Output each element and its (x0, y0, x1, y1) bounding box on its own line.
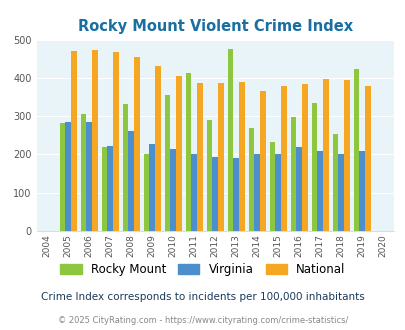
Bar (92, 50, 97, 231)
Bar (101, 147, 107, 231)
Bar (290, 117, 296, 231)
Bar (343, 80, 349, 231)
Bar (269, 142, 275, 231)
Bar (239, 82, 244, 231)
Bar (185, 73, 191, 231)
Bar (60, 123, 65, 231)
Bar (149, 144, 155, 231)
Bar (155, 66, 160, 231)
Legend: Rocky Mount, Virginia, National: Rocky Mount, Virginia, National (55, 258, 350, 281)
Bar (317, 150, 322, 231)
Bar (296, 147, 301, 231)
Bar (170, 149, 175, 231)
Bar (358, 150, 364, 231)
Bar (332, 134, 338, 231)
Bar (122, 104, 128, 231)
Bar (212, 157, 217, 231)
Bar (280, 86, 286, 231)
Bar (227, 49, 233, 231)
Bar (134, 57, 139, 231)
Bar (254, 154, 260, 231)
Bar (353, 69, 358, 231)
Bar (217, 83, 223, 231)
Bar (364, 86, 370, 231)
Bar (191, 154, 196, 231)
Title: Rocky Mount Violent Crime Index: Rocky Mount Violent Crime Index (77, 19, 352, 34)
Bar (311, 103, 317, 231)
Bar (322, 79, 328, 231)
Bar (71, 51, 77, 231)
Bar (248, 128, 254, 231)
Bar (175, 76, 181, 231)
Bar (128, 131, 134, 231)
Text: Crime Index corresponds to incidents per 100,000 inhabitants: Crime Index corresponds to incidents per… (41, 292, 364, 302)
Bar (233, 158, 239, 231)
Bar (113, 52, 118, 231)
Bar (301, 84, 307, 231)
Bar (143, 154, 149, 231)
Bar (65, 122, 71, 231)
Bar (196, 83, 202, 231)
Bar (164, 95, 170, 231)
Text: © 2025 CityRating.com - https://www.cityrating.com/crime-statistics/: © 2025 CityRating.com - https://www.city… (58, 315, 347, 325)
Bar (260, 91, 265, 231)
Bar (107, 146, 113, 231)
Bar (275, 154, 280, 231)
Bar (338, 154, 343, 231)
Bar (86, 122, 92, 231)
Bar (206, 120, 212, 231)
Bar (80, 114, 86, 231)
